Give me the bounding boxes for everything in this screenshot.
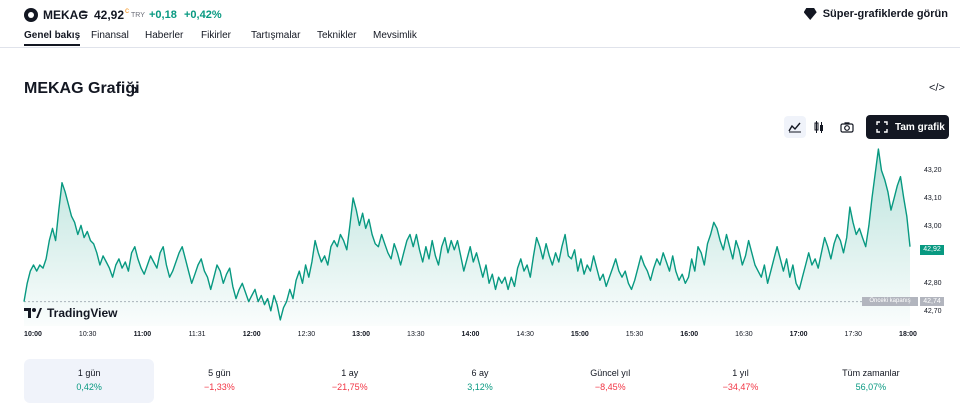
x-tick-label: 10:00 (24, 331, 42, 338)
period-1m[interactable]: 1 ay −21,75% (285, 359, 415, 403)
x-tick-label: 10:30 (78, 331, 97, 338)
x-tick-label: 18:00 (899, 331, 917, 338)
x-tick-label: 17:00 (789, 331, 808, 338)
period-label: 5 gün (208, 368, 231, 378)
period-change: −8,45% (594, 382, 626, 392)
x-tick-label: 13:00 (352, 331, 371, 338)
x-tick-label: 14:00 (461, 331, 480, 338)
tradingview-logo-icon (24, 308, 42, 318)
period-change: 56,07% (855, 382, 887, 392)
mekag-logo-icon (24, 8, 38, 22)
currency-label: TRY (131, 12, 145, 19)
y-tick-label: 43,00 (924, 223, 942, 230)
line-chart-icon (788, 122, 801, 133)
y-tick-label: 42,70 (924, 308, 942, 315)
tab-overview[interactable]: Genel bakış (24, 30, 81, 46)
x-tick-label: 12:30 (297, 331, 316, 338)
candles-icon (814, 121, 823, 133)
y-tick-label: 42,80 (924, 280, 942, 287)
tradingview-brand[interactable]: TradingView (24, 306, 117, 320)
period-label: Tüm zamanlar (842, 368, 900, 378)
chart-title[interactable]: MEKAG Grafiği (24, 80, 140, 97)
previous-close-label: Önceki kapanış (862, 297, 918, 306)
equals-sign: = (81, 7, 89, 21)
period-selector: 1 gün 0,42% 5 gün −1,33% 1 ay −21,75% 6 … (24, 359, 936, 403)
diamond-icon (803, 8, 817, 20)
y-tick-label: 43,10 (924, 195, 942, 202)
x-tick-label: 11:00 (133, 331, 152, 338)
tab-ideas[interactable]: Fikirler (201, 30, 231, 41)
camera-icon (840, 122, 854, 133)
period-change: −1,33% (204, 382, 235, 392)
price-line (23, 148, 911, 321)
x-tick-label: 15:00 (570, 331, 589, 338)
tab-technicals[interactable]: Teknikler (317, 30, 357, 41)
super-charts-link[interactable]: Süper-grafiklerde görün (803, 8, 948, 20)
tab-seasonals[interactable]: Mevsimlik (373, 30, 417, 41)
period-change: −34,47% (722, 382, 759, 392)
x-tick-label: 17:30 (844, 331, 863, 338)
period-label: 6 ay (471, 368, 489, 378)
period-6m[interactable]: 6 ay 3,12% (415, 359, 545, 403)
previous-close-value: 42,74 (920, 297, 944, 306)
x-tick-label: 16:00 (680, 331, 699, 338)
line-chart-button[interactable] (784, 116, 806, 138)
period-1d[interactable]: 1 gün 0,42% (24, 359, 155, 403)
full-chart-button[interactable]: Tam grafik (866, 115, 949, 139)
period-change: 3,12% (467, 382, 493, 392)
x-tick-label: 13:30 (407, 331, 425, 338)
period-label: 1 gün (77, 368, 101, 378)
tab-financials[interactable]: Finansal (91, 30, 129, 41)
x-tick-label: 12:00 (242, 331, 261, 338)
period-label: 1 yıl (732, 368, 749, 378)
x-tick-label: 11:31 (188, 331, 206, 338)
price-change: +0,18 (149, 9, 177, 21)
x-tick-label: 14:30 (516, 331, 534, 338)
x-tick-label: 16:30 (735, 331, 753, 338)
period-label: Güncel yıl (590, 368, 631, 378)
fullscreen-icon (876, 121, 888, 133)
section-tabs: Genel bakış Finansal Haberler Fikirler T… (0, 26, 960, 48)
symbol-name[interactable]: MEKAG (43, 8, 88, 22)
candles-button[interactable] (808, 116, 830, 138)
period-ytd[interactable]: Güncel yıl −8,45% (545, 359, 675, 403)
current-price-label: 42,92 (920, 245, 944, 255)
embed-code-icon[interactable]: </> (929, 82, 945, 94)
tab-discussions[interactable]: Tartışmalar (251, 30, 301, 41)
period-label: 1 ay (341, 368, 359, 378)
super-charts-label: Süper-grafiklerde görün (822, 8, 948, 20)
y-tick-label: 43,20 (924, 167, 942, 174)
price-chart[interactable] (0, 140, 960, 340)
chevron-right-icon[interactable]: › (133, 81, 139, 98)
period-all[interactable]: Tüm zamanlar 56,07% (806, 359, 936, 403)
tab-news[interactable]: Haberler (145, 30, 184, 41)
full-chart-label: Tam grafik (895, 121, 945, 133)
price-change-percent: +0,42% (184, 9, 222, 21)
x-tick-label: 15:30 (625, 331, 644, 338)
period-5d[interactable]: 5 gün −1,33% (154, 359, 284, 403)
screenshot-button[interactable] (836, 116, 858, 138)
period-change: 0,42% (76, 382, 102, 392)
period-change: −21,75% (331, 382, 368, 392)
period-1y[interactable]: 1 yıl −34,47% (675, 359, 805, 403)
last-price: 42,92 (94, 8, 125, 22)
price-area-fill (24, 149, 910, 326)
price-superscript: c (125, 6, 129, 15)
tradingview-label: TradingView (47, 306, 118, 320)
top-bar: MEKAG = 42,92 c TRY +0,18 +0,42% Süper-g… (0, 0, 960, 30)
